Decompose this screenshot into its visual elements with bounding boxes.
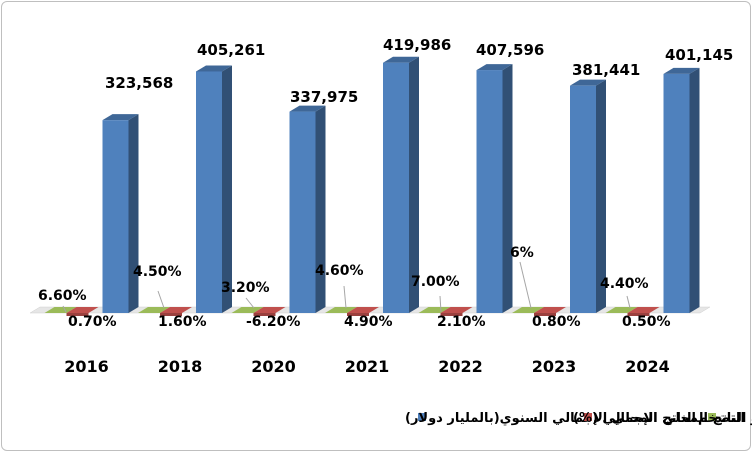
category-tick-label: 2021 [345, 357, 390, 376]
growth-bar [534, 307, 566, 313]
inflation-data-label: 7.00% [411, 274, 460, 290]
growth-data-label: 2.10% [437, 314, 486, 330]
growth-bar-front [627, 313, 650, 316]
growth-bar [627, 307, 660, 313]
category-tick-label: 2024 [625, 357, 670, 376]
gdp-bar-side [128, 114, 139, 313]
inflation-bar [44, 307, 77, 313]
legend-entry-label: التضخم [698, 411, 745, 426]
leader-line [343, 285, 347, 309]
inflation-bar [325, 307, 357, 313]
gdp-data-label: 381,441 [572, 61, 640, 79]
legend-swatch [418, 413, 426, 421]
category-tick-label: 2023 [532, 357, 577, 376]
leader-line [157, 290, 165, 309]
gdp-data-label: 405,261 [197, 41, 265, 59]
gdp-bar [663, 73, 690, 314]
gdp-bar-side [502, 64, 513, 313]
gdp-data-label: 323,568 [105, 74, 173, 92]
growth-bar [440, 307, 473, 313]
gdp-bar-top [663, 67, 700, 74]
leader-line [519, 261, 532, 309]
growth-bar-front [253, 313, 276, 316]
category-tick-label: 2016 [64, 357, 109, 376]
gdp-bar-top [383, 56, 419, 63]
inflation-data-label: 4.60% [315, 263, 364, 279]
gdp-bar-side [222, 65, 232, 313]
gdp-bar-top [289, 105, 326, 112]
gdp-bar-top [476, 64, 513, 71]
gdp-data-label: 407,596 [476, 41, 544, 59]
gdp-bar [289, 111, 316, 314]
gdp-data-label: 337,975 [290, 88, 358, 106]
gdp-bar-side [409, 56, 419, 313]
growth-bar-front [347, 313, 369, 316]
growth-data-label: 1.60% [158, 314, 207, 330]
growth-data-label: 0.80% [532, 314, 581, 330]
leader-line [626, 295, 631, 309]
category-tick-label: 2020 [251, 357, 296, 376]
gdp-bar [570, 85, 596, 313]
leader-line [439, 295, 442, 313]
category-tick-label: 2018 [158, 357, 203, 376]
inflation-data-label: 4.40% [600, 276, 649, 292]
growth-bar-front [66, 313, 89, 316]
gdp-bar-side [315, 105, 326, 314]
growth-bar-front [440, 313, 463, 316]
gdp-data-label: 419,986 [383, 36, 451, 54]
inflation-data-label: 6.60% [38, 288, 87, 304]
inflation-bar [605, 307, 638, 313]
leader-line [62, 305, 67, 313]
gdp-bar-side [596, 79, 606, 313]
inflation-bar [138, 307, 170, 313]
gdp-bar [383, 62, 409, 314]
inflation-data-label: 3.20% [221, 280, 270, 296]
gdp-bar-top [570, 79, 606, 86]
growth-data-label: 0.50% [622, 314, 671, 330]
leader-line [245, 297, 255, 309]
gdp-bar-top [102, 114, 139, 121]
gdp-data-label: 401,145 [665, 46, 733, 64]
legend-swatch [708, 413, 716, 421]
inflation-data-label: 4.50% [133, 264, 182, 280]
gdp-bar [102, 120, 129, 313]
growth-data-label: 4.90% [344, 314, 393, 330]
growth-data-label: 0.70% [68, 314, 117, 330]
inflation-bar [512, 307, 544, 313]
category-tick-label: 2022 [438, 357, 483, 376]
legend-entry-label: نمو الناتج المحلي الإجمالي (%) [573, 411, 752, 426]
gdp-bar-side [689, 67, 700, 314]
growth-bar [253, 307, 286, 313]
growth-bar-front [534, 313, 556, 316]
gdp-bar [196, 71, 222, 313]
growth-bar [160, 307, 192, 313]
growth-bar [66, 307, 99, 313]
gdp-bar-top [196, 65, 232, 72]
growth-bar [347, 307, 379, 313]
inflation-data-label: 6% [510, 245, 534, 261]
inflation-bar [418, 307, 451, 313]
inflation-bar [231, 307, 264, 313]
legend-entry-label: الناتج المحلي الإجمالي السنوي(بالمليار د… [405, 411, 696, 426]
legend-swatch [584, 413, 592, 421]
growth-data-label: -6.20% [246, 314, 300, 330]
growth-bar-front [160, 313, 182, 316]
gdp-bar [476, 70, 503, 313]
